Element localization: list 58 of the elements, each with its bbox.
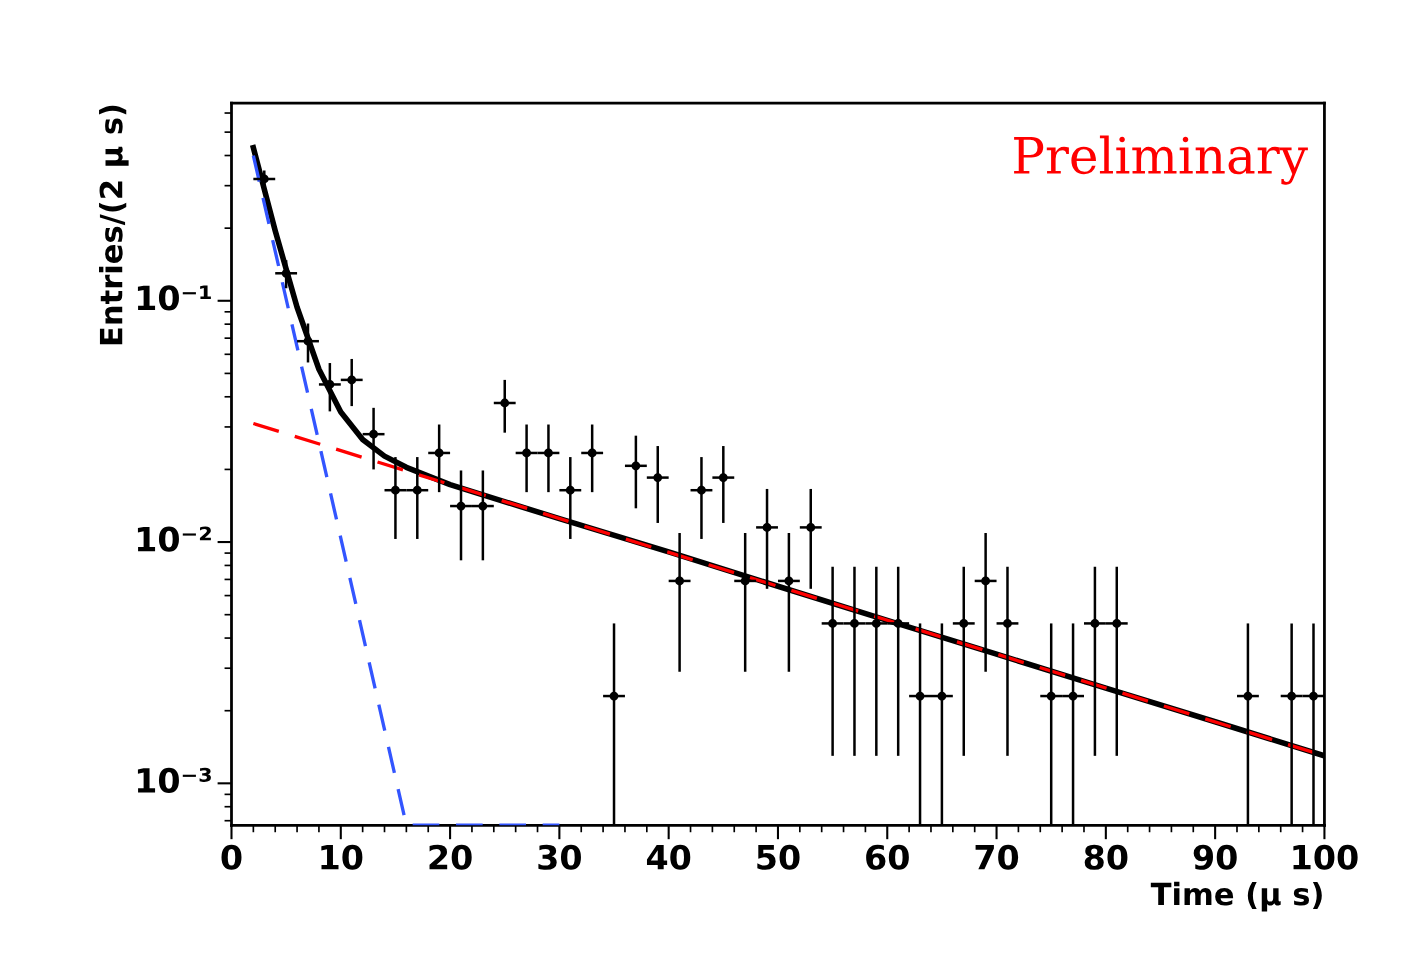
point (1287, 691, 1297, 701)
y-tick-label: 10⁻¹ (137, 285, 211, 311)
x-tick-label: 30 (538, 844, 581, 870)
point (959, 619, 969, 628)
point (500, 398, 510, 408)
x-tick-label: 100 (1293, 844, 1358, 870)
point (522, 448, 531, 458)
x-tick-label: 0 (221, 844, 242, 870)
point (653, 473, 663, 482)
point (609, 691, 619, 701)
x-axis-title: Time (μ s) (1150, 881, 1322, 912)
point (303, 336, 313, 346)
y-tick-label: 10⁻³ (137, 767, 211, 793)
point (1243, 691, 1253, 701)
point (740, 576, 750, 586)
x-tick-label: 70 (975, 844, 1019, 870)
point (1046, 691, 1056, 701)
point (1003, 619, 1012, 628)
point (718, 473, 728, 482)
x-tick-label: 80 (1084, 844, 1128, 870)
y-tick-label: 10⁻² (137, 526, 211, 552)
point (762, 523, 772, 532)
point (915, 691, 925, 701)
point (1112, 619, 1122, 628)
point (675, 576, 684, 586)
point (893, 619, 903, 628)
point (478, 501, 488, 511)
point (1090, 619, 1100, 628)
point (347, 375, 357, 385)
point (1068, 691, 1078, 701)
point (281, 268, 291, 278)
point (456, 501, 466, 511)
point (806, 523, 816, 532)
x-tick-label: 10 (321, 844, 363, 870)
point (565, 485, 575, 495)
point (587, 448, 597, 458)
point (871, 619, 881, 628)
point (981, 576, 991, 586)
x-tick-label: 50 (757, 844, 800, 870)
point (369, 429, 378, 439)
x-tick-label: 90 (1193, 844, 1237, 870)
point (391, 485, 400, 495)
point (850, 619, 859, 628)
point (937, 691, 947, 701)
point (1309, 691, 1318, 701)
y-axis-title: Entries/(2 μ s) (99, 105, 129, 345)
point (544, 448, 553, 458)
point (784, 576, 794, 586)
point (412, 485, 422, 495)
point (828, 619, 837, 628)
x-tick-label: 60 (866, 844, 909, 870)
x-tick-label: 40 (646, 844, 691, 870)
point (631, 461, 641, 471)
annotation: Preliminary (1014, 135, 1308, 185)
point (259, 174, 269, 184)
x-tick-label: 20 (429, 844, 472, 870)
point (434, 448, 444, 458)
point (697, 485, 706, 495)
